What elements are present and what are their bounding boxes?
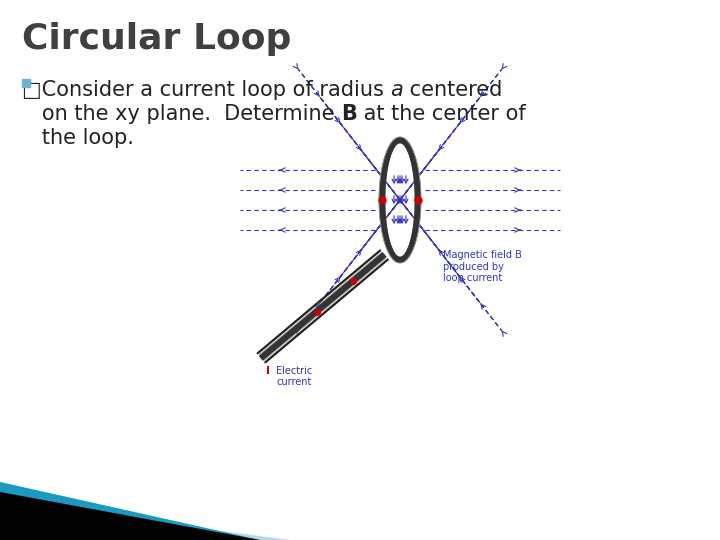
Text: the loop.: the loop. <box>22 128 134 148</box>
Text: Magnetic field B
produced by
loop current: Magnetic field B produced by loop curren… <box>443 250 522 283</box>
Text: □Consider a current loop of radius: □Consider a current loop of radius <box>22 80 390 100</box>
Text: B: B <box>341 104 357 124</box>
Text: a: a <box>390 80 403 100</box>
Text: centered: centered <box>403 80 503 100</box>
Text: Circular Loop: Circular Loop <box>22 22 292 56</box>
Polygon shape <box>0 502 360 540</box>
Text: I: I <box>266 366 271 376</box>
Text: at the center of: at the center of <box>357 104 526 124</box>
Polygon shape <box>0 492 290 540</box>
Bar <box>22 79 30 87</box>
Text: on the xy plane.  Determine: on the xy plane. Determine <box>22 104 341 124</box>
Text: Electric
current: Electric current <box>276 366 312 387</box>
Polygon shape <box>0 482 260 540</box>
